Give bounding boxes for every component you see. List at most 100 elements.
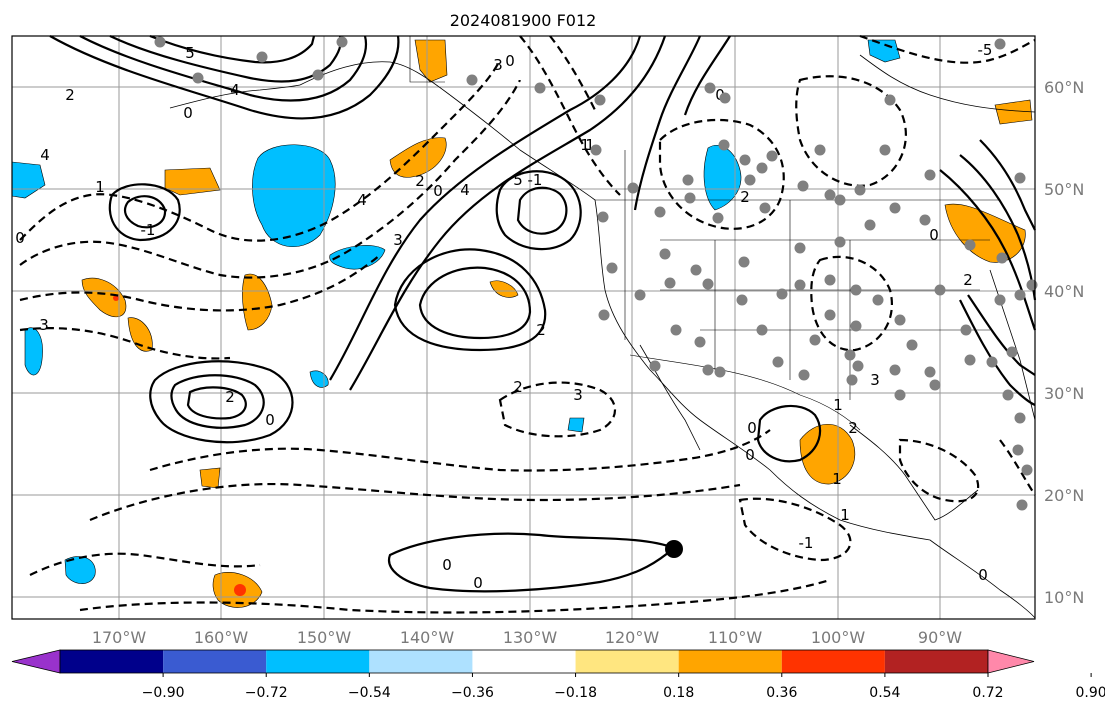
contour-label: 0 <box>929 226 939 244</box>
station-dot <box>919 214 931 226</box>
longitude-tick-label: 140°W <box>400 628 455 647</box>
negative-shading-area <box>329 245 386 270</box>
station-dot <box>192 72 204 84</box>
contour-label: 2 <box>415 172 425 190</box>
longitude-labels: 170°W 160°W 150°W 140°W 130°W 120°W 110°W 100°W… <box>92 628 962 647</box>
contour-label: 3 <box>573 386 583 404</box>
station-dot <box>634 289 646 301</box>
latitude-tick-label: 40°N <box>1044 282 1084 301</box>
station-dot <box>889 202 901 214</box>
station-dot <box>850 320 862 332</box>
station-dot <box>702 278 714 290</box>
colorbar-block <box>163 650 267 673</box>
colorbar-block <box>678 650 782 673</box>
longitude-tick-label: 120°W <box>605 628 660 647</box>
colorbar-tick-label: 0.54 <box>869 685 900 701</box>
contour-label: 0 <box>978 566 988 584</box>
station-dot <box>1016 499 1028 511</box>
colorbar-tick-label: 0.72 <box>972 685 1003 701</box>
contour-label: -1 <box>141 221 156 239</box>
station-dot <box>809 334 821 346</box>
contour-label: 1 <box>95 178 105 196</box>
station-dot <box>712 212 724 224</box>
station-dot <box>798 369 810 381</box>
station-dot <box>597 211 609 223</box>
station-dot <box>649 360 661 372</box>
station-dot <box>852 360 864 372</box>
colorbar-tick-label: 0.90 <box>1076 685 1105 701</box>
station-dot <box>794 279 806 291</box>
station-dot <box>824 309 836 321</box>
contour-label: 0 <box>747 419 757 437</box>
colorbar-block <box>266 650 370 673</box>
contour-label: 3 <box>870 371 880 389</box>
station-dot <box>739 154 751 166</box>
contour-label: 1 <box>840 506 850 524</box>
station-dot <box>744 174 756 186</box>
latitude-labels: 60°N 50°N 40°N 30°N 20°N 10°N <box>1044 78 1084 607</box>
station-dot <box>824 274 836 286</box>
contour-label: 4 <box>357 191 367 209</box>
contour-label: 0 <box>442 556 452 574</box>
contour-label: 3 <box>493 56 503 74</box>
highlighted-point-marker <box>665 540 683 558</box>
positive-shading-area <box>994 99 1033 125</box>
station-dot <box>312 69 324 81</box>
station-dot <box>759 202 771 214</box>
station-dot <box>682 174 694 186</box>
station-dot <box>534 82 546 94</box>
positive-shading-area <box>389 137 447 178</box>
colorbar-block <box>369 650 473 673</box>
contour-label: 1 <box>580 136 590 154</box>
positive-shading-area <box>81 277 127 318</box>
station-dot <box>718 139 730 151</box>
contour-label: 0 <box>183 104 193 122</box>
station-dot <box>1014 412 1026 424</box>
contour-label: 5 <box>513 171 523 189</box>
station-dot <box>776 288 788 300</box>
positive-shading-area <box>489 280 519 298</box>
station-dot <box>598 309 610 321</box>
station-dot <box>756 324 768 336</box>
station-dot <box>854 184 866 196</box>
figure-title: 2024081900 F012 <box>450 11 597 30</box>
contour-label: 2 <box>536 321 546 339</box>
latitude-tick-label: 30°N <box>1044 384 1084 403</box>
station-dot <box>684 192 696 204</box>
station-dot <box>814 144 826 156</box>
station-dot <box>994 294 1006 306</box>
negative-shading-area <box>867 39 901 63</box>
colorbar-tick-label: −0.54 <box>348 685 391 701</box>
station-dot <box>336 36 348 48</box>
station-dot <box>704 82 716 94</box>
station-dot <box>670 324 682 336</box>
contour-label: 5 <box>185 44 195 62</box>
station-dot <box>964 239 976 251</box>
negative-shading-area <box>567 417 585 433</box>
contour-label: 1 <box>833 396 843 414</box>
positive-shading-area <box>414 39 448 83</box>
contour-label: -1 <box>528 171 543 189</box>
negative-shading-area <box>64 556 96 584</box>
latitude-tick-label: 20°N <box>1044 486 1084 505</box>
station-dot <box>690 264 702 276</box>
positive-shading-area <box>944 203 1026 263</box>
station-dot <box>719 92 731 104</box>
station-dot <box>872 294 884 306</box>
colorbar-max-extension <box>987 649 1035 674</box>
colorbar-min-extension <box>11 649 61 674</box>
station-dot <box>834 236 846 248</box>
contour-label: 1 <box>585 136 595 154</box>
station-dot <box>1012 444 1024 456</box>
station-dot <box>889 364 901 376</box>
station-dot <box>834 194 846 206</box>
station-dot <box>994 38 1006 50</box>
station-dot <box>894 314 906 326</box>
map-frame <box>11 35 1036 620</box>
station-dot <box>929 379 941 391</box>
station-dot <box>766 150 778 162</box>
longitude-tick-label: 160°W <box>194 628 249 647</box>
